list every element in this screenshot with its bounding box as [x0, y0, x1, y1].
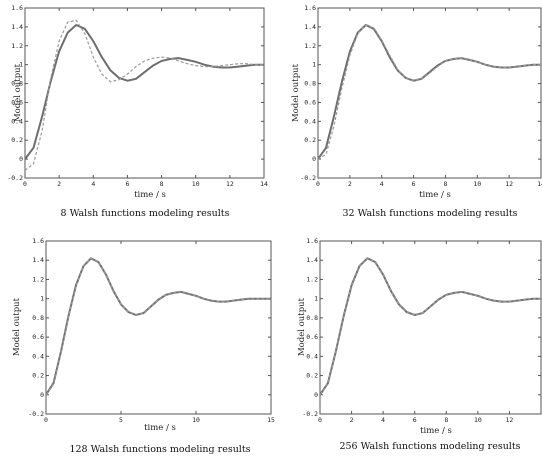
plot-frame: [319, 240, 542, 415]
series-line-dashed: [24, 19, 264, 171]
chart-panel-4: -0.200.20.40.60.811.21.41.60 2 4 6 8 10 12time…: [297, 237, 542, 452]
x-tick-label: 8: [160, 180, 164, 188]
series-line-dashed: [45, 257, 271, 396]
x-tick-label: 5: [119, 416, 123, 424]
x-tick-label: 14: [260, 180, 268, 188]
y-tick-label: 1: [40, 295, 44, 303]
x-tick-label: 10: [192, 180, 200, 188]
y-tick-label: 0.8: [304, 80, 316, 88]
y-tick-label: 1.6: [32, 237, 44, 245]
x-axis-title: time / s: [420, 426, 452, 436]
y-tick-label: 0.2: [11, 136, 23, 144]
series-line-solid: [24, 23, 264, 160]
x-tick-label: 12: [226, 180, 234, 188]
x-tick-label: 0: [316, 180, 320, 188]
chart-panel-2: -0.200.20.40.60.811.21.41.602468101214ti…: [291, 4, 542, 219]
x-tick-label: 10: [474, 416, 482, 424]
y-tick-label: 0: [312, 155, 316, 163]
y-tick-label: 1.4: [32, 256, 44, 264]
x-tick-label: 10: [192, 416, 200, 424]
y-tick-label: -0.2: [300, 174, 316, 182]
y-tick-label: 0.6: [32, 333, 44, 341]
x-tick-label: 2: [350, 416, 354, 424]
y-tick-label: 1: [314, 295, 318, 303]
y-tick-label: 1.4: [304, 23, 316, 31]
x-tick-label: 10: [473, 180, 481, 188]
y-tick-label: 0.6: [11, 98, 23, 106]
y-tick-label: 1: [19, 61, 23, 69]
y-tick-label: 0.8: [32, 314, 44, 322]
x-tick-label: 4: [91, 180, 95, 188]
x-tick-label: 8: [443, 180, 447, 188]
y-tick-label: 1.2: [32, 275, 44, 283]
x-tick-label: 4: [380, 180, 384, 188]
y-tick-label: -0.2: [28, 410, 44, 418]
x-tick-label: 2: [348, 180, 352, 188]
x-tick-label: 8: [444, 416, 448, 424]
y-tick-label: 1.4: [306, 256, 318, 264]
y-tick-label: 1.4: [11, 23, 23, 31]
x-tick-label: 2: [57, 180, 61, 188]
chart-panel-1: -0.200.20.40.60.811.21.41.60 2 4 6 8 10 12 14ti…: [7, 4, 268, 219]
y-tick-label: 1.6: [11, 4, 23, 12]
x-axis-title: time / s: [134, 190, 166, 200]
y-tick-label: 0: [19, 155, 23, 163]
y-axis-title: Model output: [13, 63, 23, 122]
x-tick-label: 0: [23, 180, 27, 188]
y-tick-label: 0: [40, 391, 44, 399]
y-axis-title: Model output: [12, 297, 22, 356]
y-tick-label: 0.2: [306, 372, 318, 380]
y-tick-label: 0.4: [11, 117, 23, 125]
y-tick-label: 1.2: [11, 42, 23, 50]
x-tick-label: 0: [318, 416, 322, 424]
x-tick-label: 6: [413, 416, 417, 424]
y-tick-label: 0.8: [306, 314, 318, 322]
plot-frame: [45, 240, 272, 415]
y-tick-label: 0.8: [11, 80, 23, 88]
series-line-solid: [45, 257, 271, 396]
y-tick-label: 0.2: [304, 136, 316, 144]
y-tick-label: 1.2: [306, 275, 318, 283]
series-line-dashed: [319, 257, 541, 396]
y-tick-label: -0.2: [7, 174, 23, 182]
y-axis-title: Model output: [291, 63, 301, 122]
chart-caption: 32 Walsh functions modeling results: [342, 208, 517, 219]
y-tick-label: 1.6: [306, 237, 318, 245]
plot-frame: [24, 7, 265, 179]
x-tick-label: 12: [506, 416, 514, 424]
x-axis-title: time / s: [144, 423, 176, 433]
x-axis-title: time / s: [419, 190, 451, 200]
series-line-solid: [319, 257, 541, 396]
x-tick-label: 6: [412, 180, 416, 188]
y-tick-label: 0.4: [306, 352, 318, 360]
x-tick-label: 0: [44, 416, 48, 424]
y-tick-label: 1: [312, 61, 316, 69]
y-tick-label: 0.4: [32, 352, 44, 360]
x-tick-label: 12: [505, 180, 513, 188]
y-tick-label: 0.2: [32, 372, 44, 380]
y-axis-title: Model output: [297, 297, 307, 356]
y-tick-label: 0.4: [304, 117, 316, 125]
x-tick-label: 6: [125, 180, 129, 188]
chart-caption: 256 Walsh functions modeling results: [339, 441, 520, 452]
x-tick-label: 14: [537, 180, 542, 188]
y-tick-label: 0.6: [304, 98, 316, 106]
y-tick-label: 1.2: [304, 42, 316, 50]
y-tick-label: -0.2: [302, 410, 318, 418]
chart-caption: 128 Walsh functions modeling results: [69, 444, 250, 455]
y-tick-label: 0: [314, 391, 318, 399]
y-tick-label: 1.6: [304, 4, 316, 12]
series-line-dashed: [317, 24, 541, 160]
chart-caption: 8 Walsh functions modeling results: [61, 208, 230, 219]
y-tick-label: 0.6: [306, 333, 318, 341]
series-line-solid: [317, 23, 541, 160]
plot-frame: [317, 7, 542, 179]
x-tick-label: 15: [267, 416, 275, 424]
x-tick-label: 4: [381, 416, 385, 424]
